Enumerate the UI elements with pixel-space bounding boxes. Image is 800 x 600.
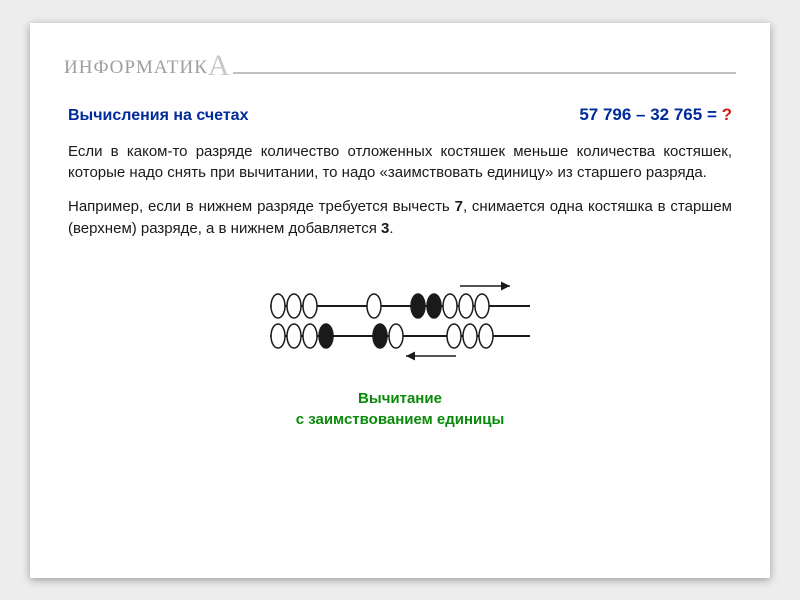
paragraph-2: Например, если в нижнем разряде требуетс… [64, 196, 736, 240]
brand-word: ИНФОРМАТИКА [64, 45, 233, 87]
abacus-diagram [64, 270, 736, 370]
p2-e: . [389, 220, 393, 237]
p2-a: Например, если в нижнем разряде требуетс… [68, 198, 455, 215]
header-row: Вычисления на счетах 57 796 – 32 765 = ? [64, 105, 736, 125]
brand-area: ИНФОРМАТИКА [64, 45, 736, 87]
brand-suffix: А [208, 49, 231, 82]
p2-b: 7 [455, 198, 463, 215]
abacus-svg [250, 270, 550, 370]
slide: ИНФОРМАТИКА Вычисления на счетах 57 796 … [30, 23, 770, 578]
problem-question-mark: ? [722, 105, 732, 124]
caption-line2: с заимствованием единицы [296, 411, 505, 428]
problem-lhs: 57 796 – 32 765 = [579, 105, 717, 124]
caption-line1: Вычитание [358, 390, 442, 407]
paragraph-1: Если в каком-то разряде количество отлож… [64, 141, 736, 185]
brand-text: ИНФОРМАТИК [64, 57, 208, 78]
problem-expression: 57 796 – 32 765 = ? [579, 105, 732, 125]
page-title: Вычисления на счетах [68, 107, 248, 125]
diagram-caption: Вычитание с заимствованием единицы [64, 388, 736, 430]
